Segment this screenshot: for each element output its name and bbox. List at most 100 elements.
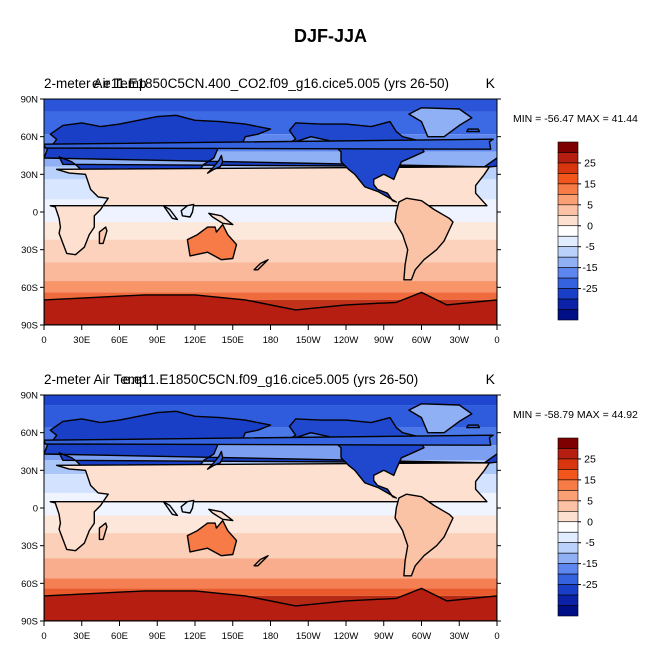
temperature-band xyxy=(44,262,497,282)
coastline-greenland xyxy=(408,403,473,434)
temperature-band xyxy=(44,588,497,596)
lon-tick-label: 120W xyxy=(334,631,359,642)
colorbar-swatch xyxy=(557,490,579,502)
colorbar-label: -25 xyxy=(582,283,597,295)
colorbar-swatch xyxy=(557,225,579,237)
colorbar-label: -15 xyxy=(582,262,597,274)
lon-tick-label: 150W xyxy=(296,335,321,346)
case-label: e.e11.E1850C5CN.f09_g16.cice5.005 (yrs 2… xyxy=(123,372,418,387)
colorbar-swatch xyxy=(557,173,579,185)
map-panel-2: 90N 60N 30N 0 30S 60S 90S 0 30E 60E 90E 120E 150E 180… xyxy=(0,366,661,666)
colorbar-swatch xyxy=(557,552,579,564)
figure-title: DJF-JJA xyxy=(293,26,368,46)
colorbar-swatch xyxy=(557,246,579,258)
colorbar-swatch xyxy=(557,584,579,596)
colorbar-label: 25 xyxy=(584,157,596,169)
variable-label: 2-meter Air Temp xyxy=(44,372,147,387)
lon-tick-label: 30W xyxy=(449,335,469,346)
colorbar-label: 0 xyxy=(587,516,593,528)
colorbar-swatch xyxy=(557,298,579,310)
coastline-nz xyxy=(253,555,269,567)
colorbar-swatch xyxy=(557,214,579,227)
colorbar-swatch xyxy=(557,458,579,470)
colorbar-swatch xyxy=(557,521,579,533)
lon-tick-label: 0 xyxy=(494,631,499,642)
colorbar-swatch xyxy=(557,288,579,300)
lat-tick-label: 90S xyxy=(21,321,38,332)
temperature-band xyxy=(44,222,497,240)
lon-tick-label: 150E xyxy=(222,335,244,346)
colorbar-swatch xyxy=(557,141,579,153)
colorbar-swatch xyxy=(557,309,579,321)
lat-tick-label: 60S xyxy=(21,283,38,294)
map-panel-1: 90N 60N 30N 0 30S 60S 90S 0 30E 60E 90E 120E 150E 180… xyxy=(0,70,661,370)
lat-tick-label: 60S xyxy=(21,579,38,590)
coastline-madagascar xyxy=(98,226,108,245)
colorbar-swatch xyxy=(557,437,579,449)
lon-tick-label: 150W xyxy=(296,631,321,642)
coastline-africa xyxy=(49,462,491,552)
lon-tick-label: 90E xyxy=(149,335,166,346)
min-max-stats: MIN = -58.79 MAX = 44.92 xyxy=(513,409,638,421)
coastline-eurasia-wrap xyxy=(482,452,497,464)
coastline-newguinea xyxy=(208,508,234,522)
case-label: e.e11.E1850C5CN.400_CO2.f09_g16.cice5.00… xyxy=(92,76,449,91)
colorbar-label: 5 xyxy=(587,495,593,507)
lat-tick-label: 90S xyxy=(21,617,38,628)
colorbar-swatch xyxy=(557,500,579,512)
lon-tick-label: 180 xyxy=(263,631,279,642)
variable-label: 2-meter Air Temp xyxy=(44,76,147,91)
coastline-borneo xyxy=(180,203,195,218)
lon-tick-label: 60W xyxy=(412,335,432,346)
colorbar-swatch xyxy=(557,469,579,481)
lat-tick-label: 30S xyxy=(21,541,38,552)
coastline-uk xyxy=(44,138,494,150)
lon-tick-label: 90E xyxy=(149,631,166,642)
colorbar-label: -5 xyxy=(585,537,594,549)
colorbar-swatch xyxy=(557,594,579,606)
lon-tick-label: 150E xyxy=(222,631,244,642)
temperature-band xyxy=(44,99,497,112)
colorbar-swatch xyxy=(557,162,579,174)
lat-tick-label: 30N xyxy=(21,466,39,477)
lon-tick-label: 0 xyxy=(494,335,499,346)
colorbar-swatch xyxy=(557,235,579,248)
colorbar-swatch xyxy=(557,563,579,575)
coastline-newguinea xyxy=(208,212,234,226)
colorbar-swatch xyxy=(557,204,579,216)
colorbar-swatch xyxy=(557,573,579,585)
coastline-madagascar xyxy=(98,522,108,541)
coastline-sumatra xyxy=(162,501,179,517)
coastline-iceland xyxy=(466,424,481,429)
lat-tick-label: 30N xyxy=(21,170,39,181)
colorbar-label: 15 xyxy=(584,178,596,190)
coastline-japan xyxy=(206,450,224,470)
lon-tick-label: 90W xyxy=(374,335,394,346)
temperature-band xyxy=(44,578,497,589)
coastline-australia xyxy=(186,519,238,557)
lat-tick-label: 0 xyxy=(33,208,38,219)
coastline-samerica xyxy=(394,493,454,577)
lon-tick-label: 30E xyxy=(73,631,90,642)
lon-tick-label: 180 xyxy=(263,335,279,346)
temperature-band xyxy=(44,515,497,534)
colorbar-swatch xyxy=(557,267,579,279)
coastline-borneo xyxy=(180,499,195,514)
units-label: K xyxy=(486,75,496,91)
lat-tick-label: 90N xyxy=(21,95,39,106)
temperature-band xyxy=(44,558,497,579)
lon-tick-label: 0 xyxy=(41,631,46,642)
lon-tick-label: 30E xyxy=(73,335,90,346)
lon-tick-label: 120E xyxy=(184,335,206,346)
colorbar-swatch xyxy=(557,510,579,523)
lon-tick-label: 0 xyxy=(41,335,46,346)
colorbar-label: -25 xyxy=(582,579,597,591)
colorbar-swatch xyxy=(557,448,579,460)
coastline-greenland xyxy=(408,107,473,138)
colorbar-swatch xyxy=(557,277,579,289)
temperature-band xyxy=(44,395,497,406)
lon-tick-label: 120W xyxy=(334,335,359,346)
colorbar-label: 0 xyxy=(587,220,593,232)
